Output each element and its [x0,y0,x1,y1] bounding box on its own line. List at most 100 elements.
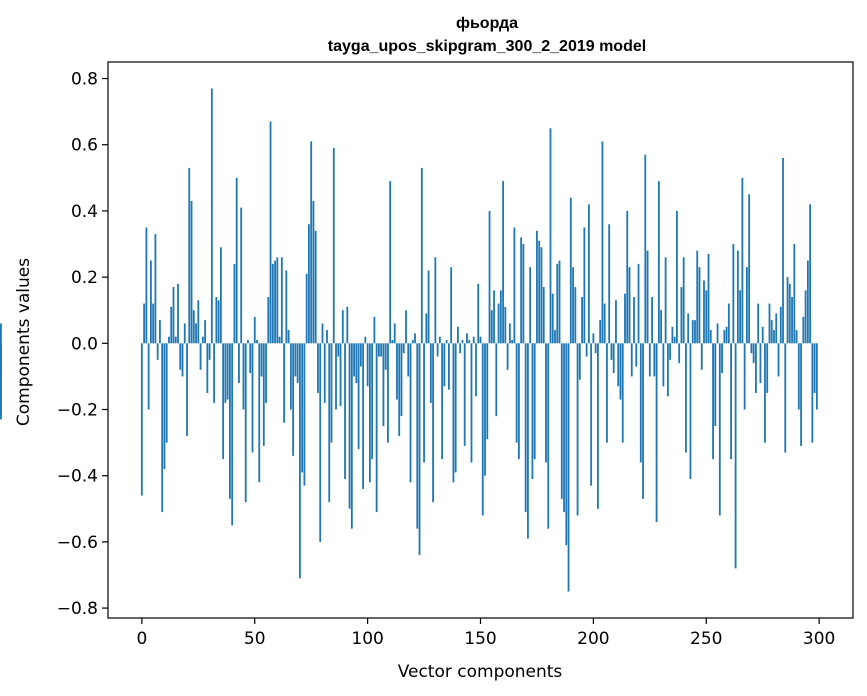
bar-73 [305,273,308,344]
bar-188 [565,343,568,546]
bar-281 [775,313,778,344]
bar-67 [292,343,295,456]
bars-group [0,88,818,592]
bar-192 [574,287,577,344]
bar-undefined [0,323,2,344]
bar-102 [371,343,374,460]
y-tick-label: −0.4 [57,467,98,487]
bar-10 [163,343,166,470]
bar-155 [490,310,493,344]
bar-169 [522,244,525,344]
bar-53 [260,343,263,377]
bar-55 [265,343,267,403]
bar-113 [396,343,398,400]
bar-207 [608,224,611,344]
bar-106 [380,343,383,357]
plot-frame [107,61,854,619]
bar-203 [599,320,602,344]
bar-97 [359,343,362,367]
bar-130 [434,257,437,344]
bar-193 [576,343,579,516]
bar-288 [791,296,793,344]
bar-224 [646,250,649,344]
bar-93 [350,343,353,529]
bar-271 [752,343,755,364]
bar-238 [678,343,681,364]
bar-258 [723,330,726,344]
bar-14 [172,287,175,344]
bar-266 [741,177,744,344]
bar-107 [382,343,385,427]
x-tick-label: 150 [464,629,496,649]
bar-136 [447,343,450,390]
bar-42 [235,177,238,344]
bar-47 [247,340,249,344]
bar-101 [368,343,371,483]
bar-125 [423,343,425,463]
bar-202 [596,343,599,509]
bar-89 [341,310,344,344]
bar-95 [355,343,358,384]
bar-1 [143,303,146,344]
bar-168 [520,237,523,344]
bar-27 [201,336,204,344]
bar-135 [445,340,448,344]
bar-18 [181,343,184,377]
bar-121 [414,333,416,344]
x-tick-label: 50 [244,629,266,649]
bar-116 [402,343,405,354]
bar-244 [691,320,694,344]
bar-6 [154,234,157,344]
bar-280 [773,330,775,344]
bar-291 [797,343,800,410]
bar-199 [590,343,593,486]
bar-219 [635,343,638,367]
bar-174 [533,343,536,460]
bar-299 [815,343,818,410]
bar-16 [177,283,179,344]
bar-91 [346,306,349,344]
bar-7 [156,343,159,360]
bar-100 [366,343,369,387]
bar-252 [709,330,712,344]
bar-38 [226,343,229,400]
bar-85 [332,148,335,344]
y-axis-ticks: −0.8 −0.6 −0.4 −0.2 0.0 0.2 0.4 0.6 0.8 [57,70,108,619]
bar-129 [432,343,434,503]
x-tick-label: 200 [577,629,609,649]
bar-240 [682,257,685,344]
chart-subtitle: tayga_upos_skipgram_300_2_2019 model [328,38,646,55]
bar-8 [159,320,161,344]
bar-243 [689,343,692,479]
bar-165 [513,227,516,344]
bar-167 [517,343,520,460]
bar-122 [416,343,419,529]
bar-173 [531,343,534,479]
bar-294 [804,290,807,344]
bar-290 [795,330,798,344]
bar-111 [391,340,394,344]
bar-115 [400,343,403,417]
bar-295 [806,260,809,344]
bar-76 [312,201,315,344]
bar-279 [770,320,773,344]
bar-292 [800,343,802,446]
bar-212 [619,343,622,400]
bar-248 [700,343,703,370]
bar-221 [639,343,642,463]
bar-260 [727,303,730,344]
bar-88 [339,343,342,407]
bar-151 [481,343,484,516]
bar-34 [217,300,220,344]
bar-297 [811,343,814,443]
bar-77 [314,230,317,344]
x-tick-label: 250 [690,629,722,649]
bar-255 [716,323,719,344]
bar-208 [610,343,613,360]
bar-247 [698,267,701,344]
bar-82 [326,330,328,344]
bar-268 [745,267,748,344]
bar-92 [348,343,351,509]
bar-134 [443,343,446,387]
bar-112 [393,323,396,344]
